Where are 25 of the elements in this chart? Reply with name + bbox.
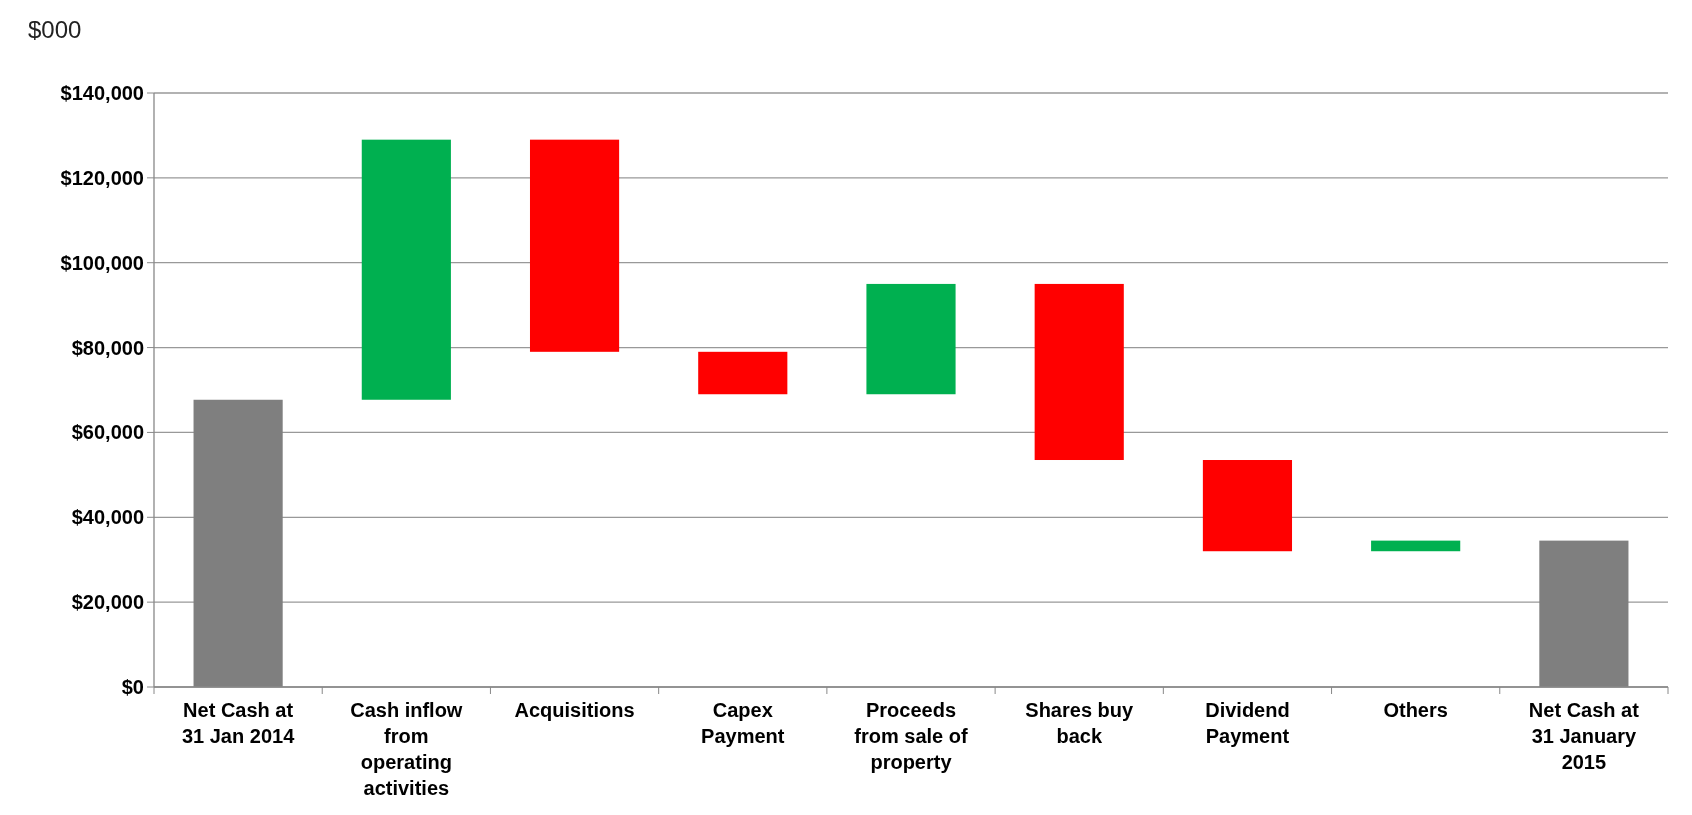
bar xyxy=(529,139,620,352)
bar xyxy=(361,139,451,400)
y-tick-label: $40,000 xyxy=(71,506,144,529)
bar xyxy=(1371,540,1461,552)
x-tick-label: Dividend Payment xyxy=(1205,699,1290,747)
x-tick-label: Capex Payment xyxy=(701,699,785,747)
x-tick-label: Acquisitions xyxy=(514,699,635,721)
y-tick-label: $140,000 xyxy=(60,82,144,104)
y-tick-label: $60,000 xyxy=(71,421,144,444)
bar xyxy=(698,351,788,395)
y-tick-label: $100,000 xyxy=(60,251,144,274)
x-tick-label: Proceeds from sale of property xyxy=(854,699,969,773)
bar xyxy=(1202,460,1293,552)
y-axis-title: $000 xyxy=(28,16,82,43)
x-tick-label: Others xyxy=(1383,699,1448,721)
bar xyxy=(1034,283,1124,461)
x-tick-label: Net Cash at 31 Jan 2014 xyxy=(181,699,296,747)
y-tick-label: $0 xyxy=(121,676,144,698)
bar xyxy=(866,283,956,395)
y-tick-label: $80,000 xyxy=(71,336,144,359)
y-tick-label: $120,000 xyxy=(60,166,144,189)
x-tick-label: Cash inflow from operating activities xyxy=(350,699,463,799)
x-tick-label: Shares buy back xyxy=(1025,699,1135,747)
x-tick-label: Net Cash at 31 January 2015 xyxy=(1528,699,1640,773)
y-tick-label: $20,000 xyxy=(71,591,144,614)
